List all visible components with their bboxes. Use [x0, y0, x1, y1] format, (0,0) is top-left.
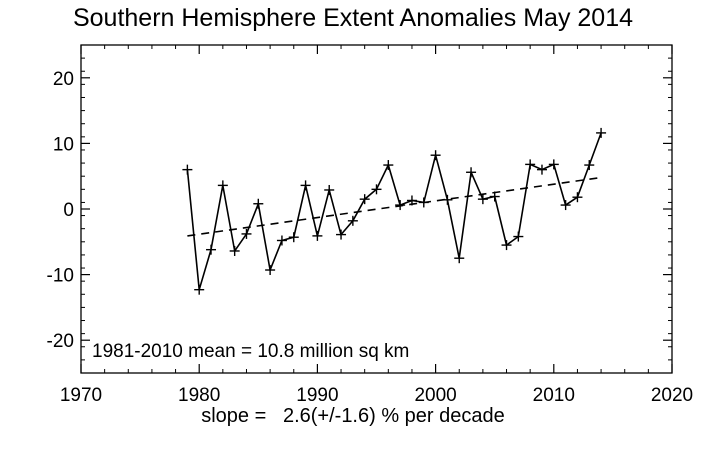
data-point-marker [383, 160, 394, 171]
x-tick-label: 2020 [651, 385, 693, 406]
data-point-marker [513, 231, 524, 242]
data-point-marker [241, 228, 252, 239]
series-line [186, 132, 602, 290]
data-point-marker [584, 160, 595, 171]
data-point-marker [253, 198, 264, 209]
x-tick-label: 1990 [296, 385, 338, 406]
chart-title: Southern Hemisphere Extent Anomalies May… [72, 4, 634, 32]
data-point-marker [288, 232, 299, 243]
y-tick-label: 10 [53, 134, 74, 155]
data-point-marker [347, 215, 358, 226]
x-tick-label: 1980 [178, 385, 220, 406]
x-tick-label: 2010 [533, 385, 575, 406]
y-tick-label: -10 [47, 266, 74, 287]
data-point-marker [336, 229, 347, 240]
data-point-marker [418, 197, 429, 208]
data-point-marker [194, 284, 205, 295]
data-point-marker [525, 159, 536, 170]
data-point-marker [229, 245, 240, 256]
data-point-marker [572, 192, 583, 203]
x-tick-label: 1970 [60, 385, 102, 406]
data-point-marker [324, 184, 335, 195]
data-point-marker [300, 180, 311, 191]
data-point-marker [206, 244, 217, 255]
mean-annotation: 1981-2010 mean = 10.8 million sq km [92, 341, 409, 362]
data-point-marker [536, 164, 547, 175]
data-point-marker [442, 194, 453, 205]
data-point-marker [182, 164, 193, 175]
data-point-marker [406, 195, 417, 206]
data-series-layer [182, 127, 607, 295]
slope-annotation: slope = 2.6(+/-1.6) % per decade [201, 405, 505, 427]
data-point-marker [596, 127, 607, 138]
data-point-marker [265, 265, 276, 276]
data-point-marker [548, 159, 559, 170]
x-axis-ticks: 1970 1980 1990 2000 2010 2020 [60, 45, 693, 406]
data-point-marker [371, 184, 382, 195]
y-tick-label: 0 [63, 200, 74, 221]
data-point-marker [395, 200, 406, 211]
data-point-marker [454, 253, 465, 264]
data-point-marker [466, 167, 477, 178]
data-point-marker [276, 235, 287, 246]
data-point-marker [430, 150, 441, 161]
data-point-marker [217, 180, 228, 191]
y-tick-label: 20 [53, 69, 74, 90]
data-point-marker [489, 191, 500, 202]
y-axis-ticks: -20 -10 0 10 20 [47, 44, 672, 374]
x-tick-label: 2000 [414, 385, 456, 406]
data-point-marker [477, 194, 488, 205]
y-tick-label: -20 [47, 331, 74, 352]
data-point-marker [312, 230, 323, 241]
plot-frame [80, 44, 673, 374]
data-point-marker [359, 194, 370, 205]
data-point-marker [501, 240, 512, 251]
data-point-marker [560, 200, 571, 211]
